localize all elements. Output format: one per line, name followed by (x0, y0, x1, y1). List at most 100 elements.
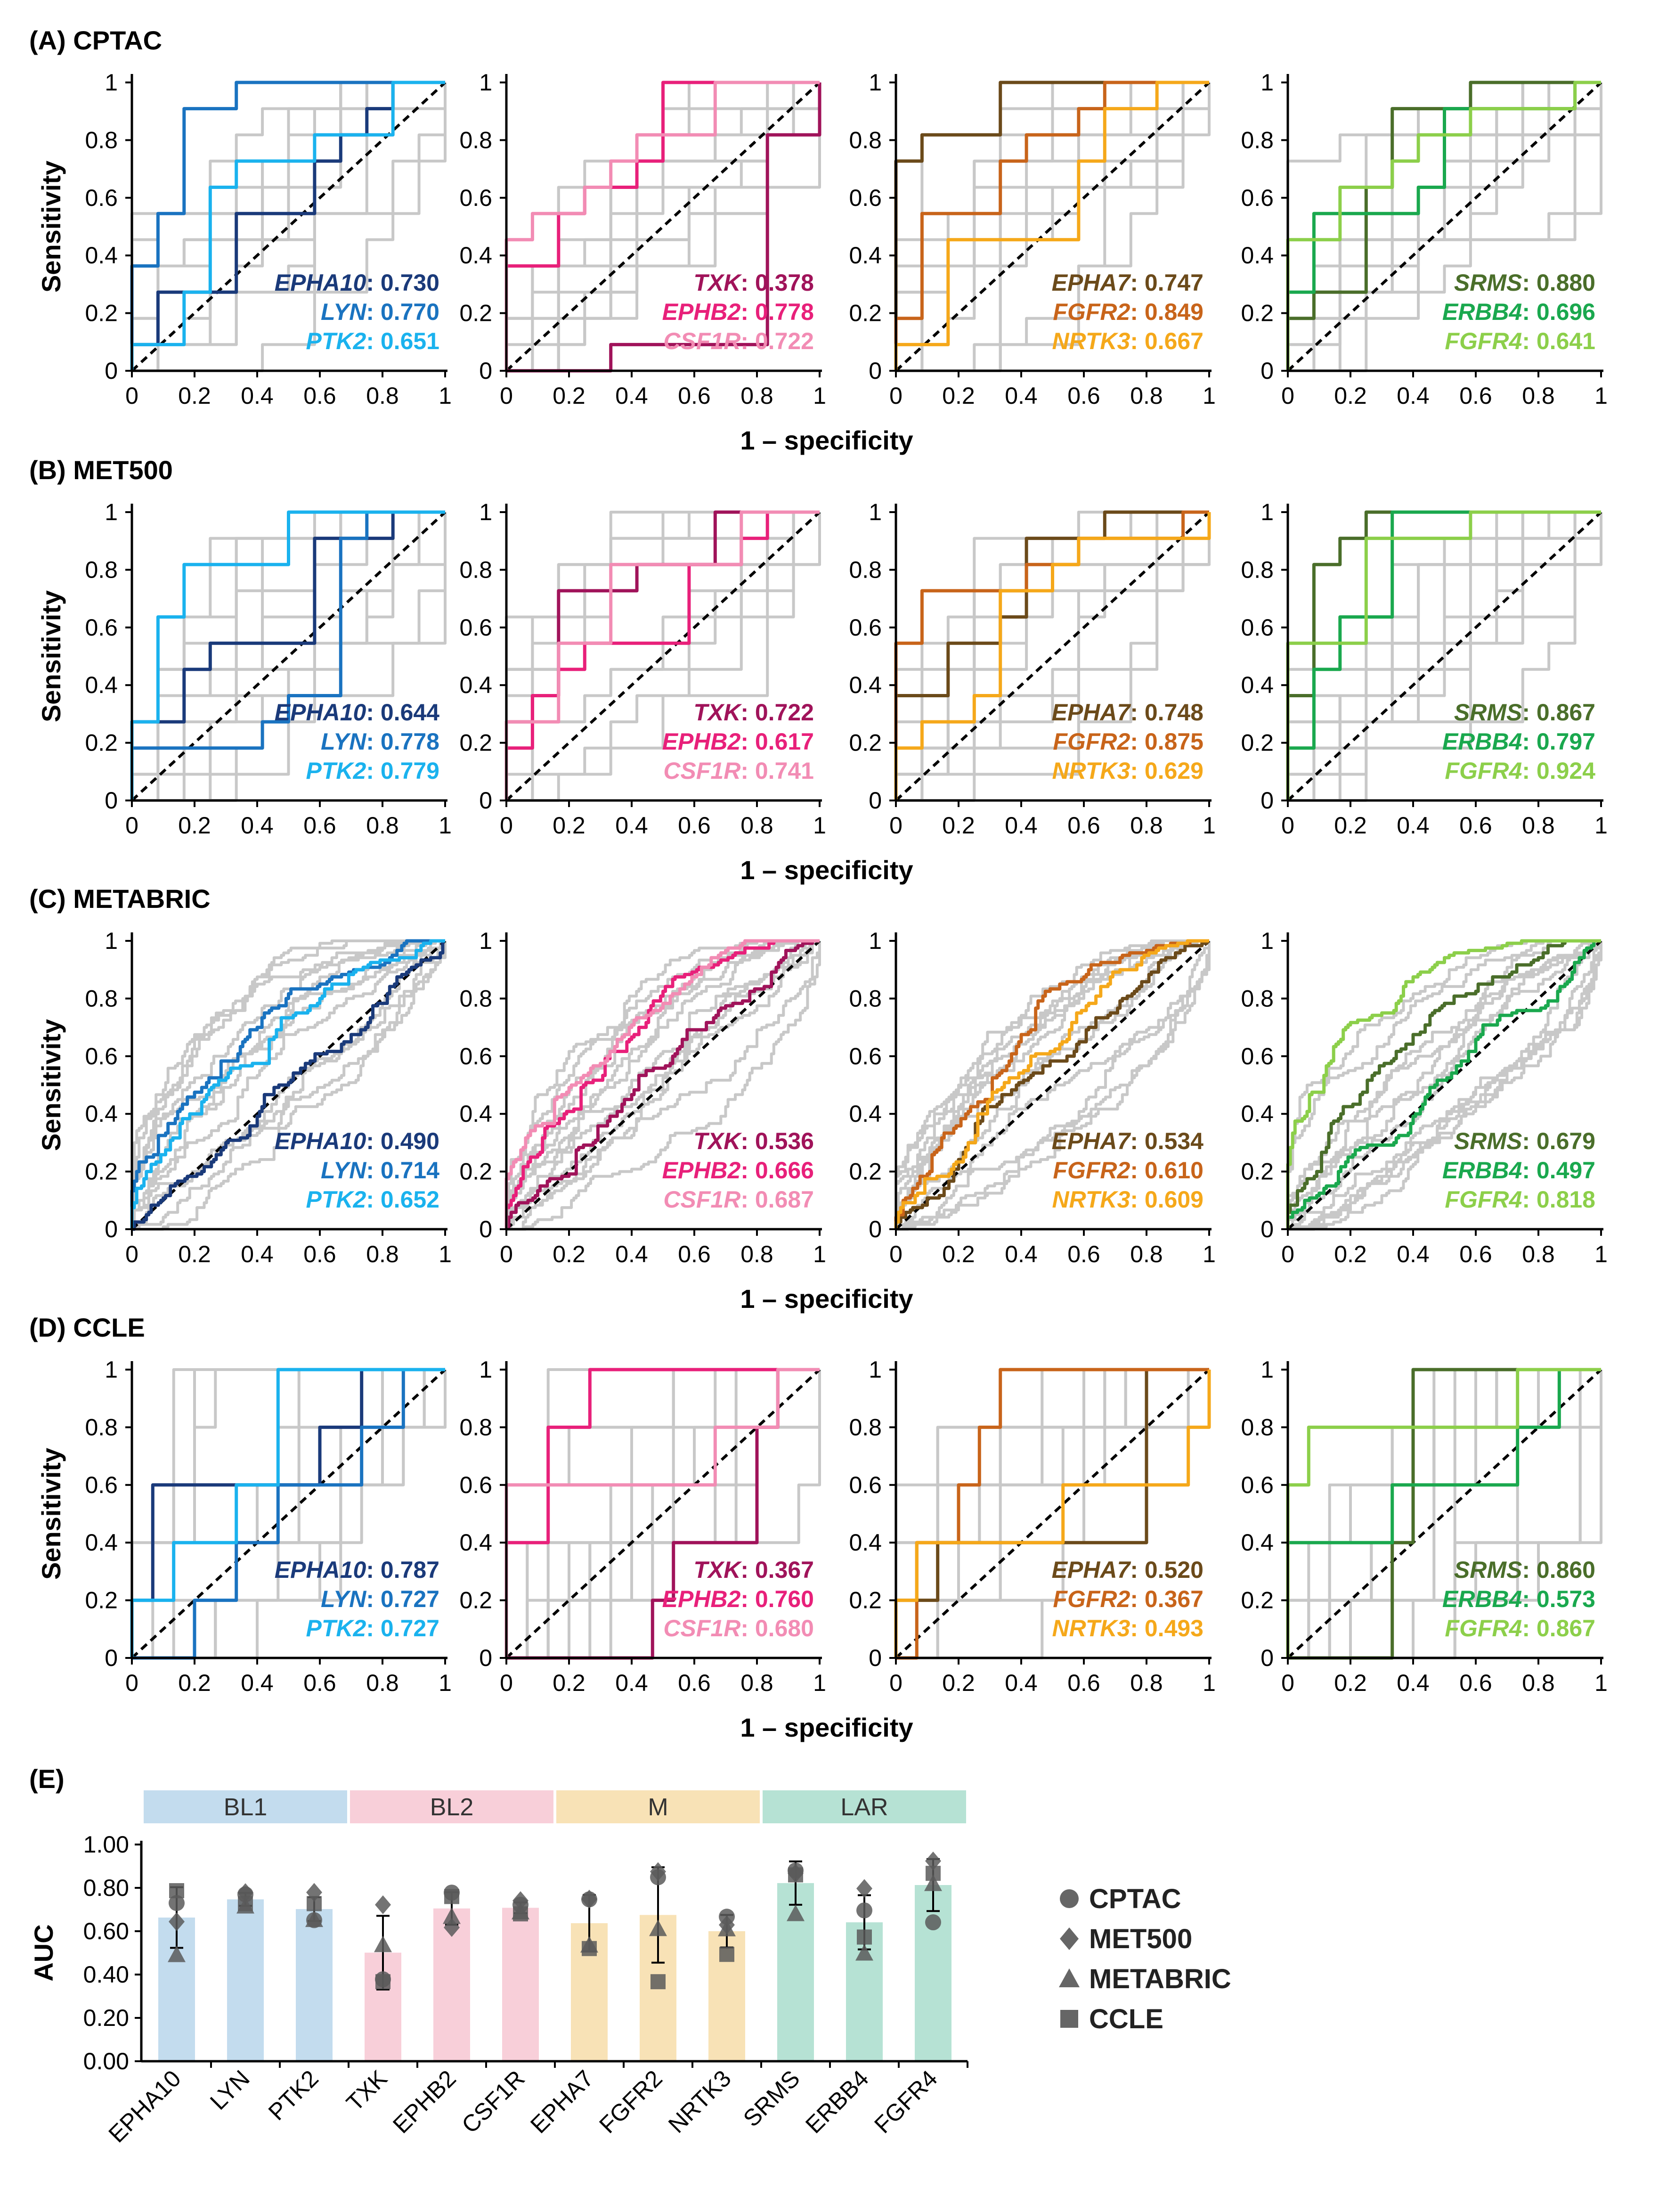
auc-label-erbb4: ERBB4: 0.573 (1442, 1586, 1595, 1612)
x-tick-label: 0 (1281, 1670, 1294, 1696)
x-tick-label: 0 (889, 1670, 903, 1696)
y-tick-label: 0 (105, 1645, 118, 1671)
y-tick-label: 0.4 (85, 242, 118, 269)
y-tick-label: 0.6 (459, 1472, 492, 1498)
auc-gene-name: FGFR2 (1053, 299, 1130, 325)
chance-diagonal (1286, 81, 1602, 372)
x-tick-label: 0.6 (303, 383, 336, 409)
roc-curve-background (894, 511, 1209, 800)
y-tick-label: 0.8 (849, 556, 882, 583)
auc-label-epha7: EPHA7: 0.534 (1052, 1128, 1204, 1154)
x-tick-label: 1 (1203, 1241, 1216, 1267)
y-tick-label: 0.2 (849, 1159, 882, 1185)
x-tick-label: 0.8 (1130, 812, 1163, 839)
auc-value: : 0.367 (1130, 1586, 1203, 1612)
x-axis-label: 1 – specificity (740, 425, 913, 455)
auc-value: : 0.680 (740, 1615, 814, 1641)
y-tick-label: 0.8 (1241, 556, 1274, 583)
chance-diagonal (130, 511, 447, 802)
y-tick-label: 0.4 (1241, 1529, 1274, 1556)
auc-value: : 0.924 (1522, 758, 1595, 784)
chance-diagonal (894, 1368, 1211, 1659)
y-tick-label: 1 (105, 499, 118, 525)
y-tick-label: 0.20 (83, 2005, 129, 2031)
y-tick-label: 0.4 (849, 672, 882, 698)
roc-curve-fgfr2 (894, 81, 1209, 371)
auc-gene-name: SRMS (1454, 1557, 1522, 1583)
marker-metabric (855, 1944, 873, 1961)
y-tick-label: 0.4 (85, 1101, 118, 1127)
legend-marker-circle (1060, 1889, 1079, 1908)
category-label: LYN (205, 2065, 255, 2115)
auc-label-lyn: LYN: 0.770 (321, 299, 439, 325)
x-tick-label: 0.8 (1522, 1670, 1555, 1696)
auc-gene-name: CSF1R (663, 1186, 740, 1213)
auc-label-epha10: EPHA10: 0.730 (275, 269, 439, 296)
x-tick-label: 0 (1281, 1241, 1294, 1267)
x-tick-label: 0.8 (1522, 812, 1555, 839)
x-tick-label: 0 (500, 812, 513, 839)
auc-label-txk: TXK: 0.378 (693, 269, 814, 296)
auc-value: : 0.493 (1130, 1615, 1203, 1641)
auc-gene-name: SRMS (1454, 699, 1522, 726)
y-tick-label: 0.8 (1241, 985, 1274, 1012)
roc-row-ccle: (D) CCLE Sensitivity 1 – specificity 0 0.2 0.… (29, 1313, 1608, 1742)
x-tick-label: 0.4 (241, 1670, 274, 1696)
y-tick-label: 0.4 (849, 242, 882, 269)
y-tick-label: 1 (1260, 928, 1274, 954)
y-tick-label: 1 (1260, 499, 1274, 525)
auc-value: : 0.497 (1522, 1157, 1595, 1184)
auc-gene-name: LYN (321, 1586, 366, 1612)
category-label: EPHA7 (525, 2065, 599, 2139)
auc-label-ptk2: PTK2: 0.727 (306, 1615, 439, 1641)
x-tick-label: 1 (1594, 1670, 1608, 1696)
x-tick-label: 0.2 (1334, 1241, 1367, 1267)
roc-subplot-bl2: 0 0.2 0.4 0.6 0.8 1 0 0.2 0.4 0.6 0.8 1 TXK: 0.378 EP… (459, 69, 826, 409)
roc-curve-epha10 (130, 81, 445, 371)
auc-label-csf1r: CSF1R: 0.722 (663, 328, 814, 354)
y-tick-label: 0.6 (1241, 1043, 1274, 1069)
roc-row-met500: (B) MET500 Sensitivity 1 – specificity 0 0.2… (29, 455, 1608, 885)
auc-value: : 0.490 (366, 1128, 439, 1154)
roc-curve-nrtk3 (894, 512, 1211, 800)
x-tick-label: 0 (500, 1241, 513, 1267)
y-tick-label: 0.6 (1241, 614, 1274, 641)
auc-value: : 0.609 (1130, 1186, 1203, 1213)
auc-value: : 0.573 (1522, 1586, 1595, 1612)
x-tick-label: 0.4 (241, 1241, 274, 1267)
y-tick-label: 0.6 (85, 1472, 118, 1498)
x-tick-label: 0.2 (1334, 383, 1367, 409)
y-axis-label: Sensitivity (36, 1019, 66, 1151)
auc-label-csf1r: CSF1R: 0.680 (663, 1615, 814, 1641)
auc-value: : 0.778 (366, 728, 439, 755)
panel-label: (D) CCLE (29, 1313, 145, 1342)
x-tick-label: 1 (813, 383, 826, 409)
category-label: ERBB4 (800, 2065, 874, 2139)
y-tick-label: 0.8 (459, 985, 492, 1012)
auc-gene-name: FGFR4 (1445, 1615, 1522, 1641)
roc-curve-background (1288, 941, 1602, 1231)
roc-curve-csf1r (504, 939, 820, 1229)
marker-ccle (719, 1947, 734, 1962)
auc-gene-name: EPHB2 (662, 728, 741, 755)
roc-curve-background (506, 511, 820, 802)
y-tick-label: 0.8 (85, 1414, 118, 1440)
x-tick-label: 0.6 (678, 1670, 711, 1696)
y-tick-label: 0.8 (85, 127, 118, 153)
y-tick-label: 1 (1260, 69, 1274, 96)
y-tick-label: 0.6 (1241, 1472, 1274, 1498)
auc-value: : 0.787 (366, 1557, 439, 1583)
roc-subplot-bl1: 0 0.2 0.4 0.6 0.8 1 0 0.2 0.4 0.6 0.8 1 EPHA10: 0.73… (85, 69, 451, 409)
auc-label-lyn: LYN: 0.778 (321, 728, 439, 755)
auc-label-srms: SRMS: 0.867 (1454, 699, 1595, 726)
auc-gene-name: EPHA10 (275, 699, 366, 726)
x-tick-label: 1 (439, 383, 452, 409)
roc-curve-background (132, 81, 445, 372)
y-tick-label: 0.4 (849, 1101, 882, 1127)
legend-label: METABRIC (1089, 1964, 1231, 1994)
x-tick-label: 0.2 (1334, 1670, 1367, 1696)
auc-gene-name: FGFR2 (1053, 728, 1130, 755)
auc-value: : 0.651 (366, 328, 439, 354)
x-tick-label: 0.4 (1005, 1670, 1038, 1696)
